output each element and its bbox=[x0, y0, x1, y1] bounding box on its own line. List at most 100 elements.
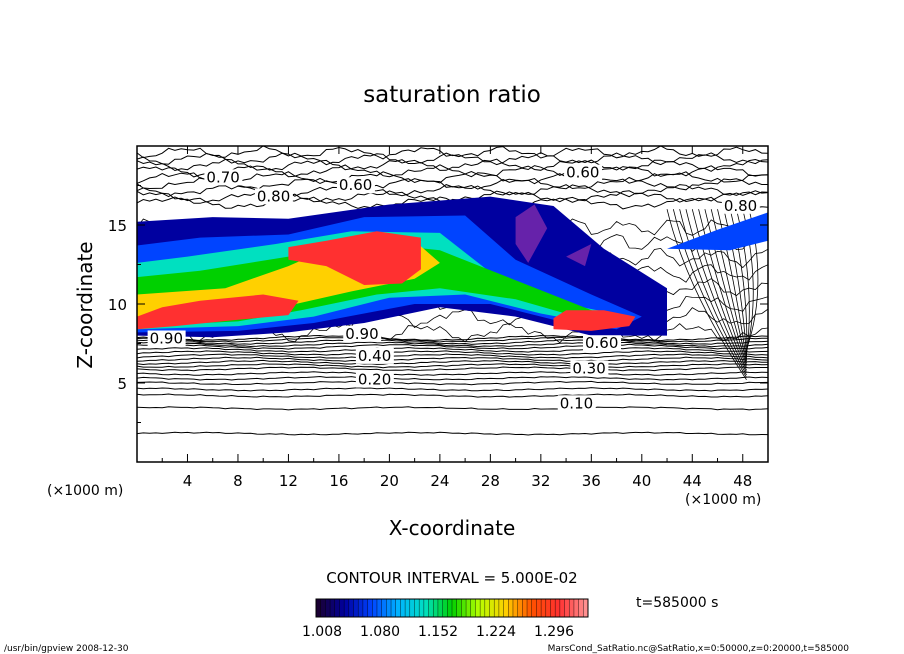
colorbar-cell bbox=[367, 599, 373, 617]
contour-line bbox=[685, 209, 747, 373]
contour-label: 0.30 bbox=[572, 360, 605, 378]
contour-label: 0.10 bbox=[560, 394, 593, 412]
colorbar-cell bbox=[536, 599, 542, 617]
x-axis-ticks: 4 8 12 16 20 24 28 32 36 40 44 48 bbox=[161, 146, 752, 490]
contour-line bbox=[137, 343, 768, 350]
y-tick-label: 10 bbox=[108, 296, 127, 314]
contour-line bbox=[137, 152, 768, 166]
contour-line bbox=[710, 209, 747, 364]
contour-line bbox=[137, 350, 768, 356]
contour-line bbox=[137, 387, 768, 392]
colorbar-cell bbox=[452, 599, 458, 617]
contour-line bbox=[137, 366, 768, 372]
colorbar-cell bbox=[569, 599, 575, 617]
contour-labels: 0.70 0.60 0.80 0.60 0.80 0.90 0.90 0.40 0.20 0.60… bbox=[147, 164, 760, 412]
colorbar-cell bbox=[583, 599, 589, 617]
contour-line bbox=[137, 359, 768, 366]
colorbar-cell bbox=[325, 599, 331, 617]
colorbar-cell bbox=[381, 599, 387, 617]
colorbar-cell bbox=[498, 599, 505, 617]
contour-label: 0.80 bbox=[257, 187, 290, 205]
colorbar-cell bbox=[494, 599, 500, 617]
contour-line bbox=[704, 209, 747, 366]
colorbar-cell bbox=[423, 599, 430, 617]
colorbar-cell bbox=[442, 599, 448, 617]
colorbar-cell bbox=[550, 599, 556, 617]
region-red-upper bbox=[288, 231, 421, 285]
colorbar-cell bbox=[372, 599, 378, 617]
colorbar-cell bbox=[564, 599, 570, 617]
saturation-shading bbox=[137, 196, 768, 338]
colorbar-cell bbox=[447, 599, 453, 617]
colorbar-cell bbox=[330, 599, 336, 617]
contour-label: 0.90 bbox=[150, 330, 183, 348]
colorbar-cell bbox=[489, 599, 495, 617]
x-tick-label: 48 bbox=[733, 472, 752, 490]
contour-line bbox=[137, 176, 768, 191]
colorbar-cell bbox=[541, 599, 547, 617]
colorbar-cell bbox=[339, 599, 345, 617]
contour-label-bg bbox=[343, 325, 382, 342]
contour-line bbox=[679, 209, 747, 376]
colorbar bbox=[315, 599, 589, 617]
contour-line bbox=[137, 363, 768, 369]
colorbar-cell bbox=[419, 599, 425, 617]
contour-label: 0.60 bbox=[566, 164, 599, 182]
colorbar-cell bbox=[409, 599, 415, 617]
time-label: t=585000 s bbox=[636, 595, 718, 611]
contour-label: 0.60 bbox=[585, 334, 618, 352]
colorbar-cell bbox=[316, 599, 322, 617]
x-tick-label: 24 bbox=[430, 472, 449, 490]
y-axis-ticks: 5 10 15 bbox=[108, 185, 768, 423]
colorbar-cell bbox=[522, 599, 528, 617]
colorbar-cell bbox=[386, 599, 392, 617]
colorbar-cell bbox=[391, 599, 397, 617]
x-tick-label: 12 bbox=[279, 472, 298, 490]
y-tick-label: 5 bbox=[117, 375, 127, 393]
contour-line bbox=[137, 334, 768, 342]
x-tick-label: 8 bbox=[233, 472, 243, 490]
colorbar-cell bbox=[362, 599, 369, 617]
contour-line bbox=[137, 431, 768, 436]
y-axis-label: Z-coordinate bbox=[73, 241, 97, 368]
x-tick-label: 16 bbox=[329, 472, 348, 490]
colorbar-cell bbox=[358, 599, 364, 617]
contour-line bbox=[137, 406, 768, 411]
colorbar-cell bbox=[348, 599, 355, 617]
x-tick-label: 40 bbox=[632, 472, 651, 490]
contour-interval-label: CONTOUR INTERVAL = 5.000E-02 bbox=[326, 569, 577, 587]
colorbar-cell bbox=[545, 599, 551, 617]
region-red-right bbox=[553, 310, 636, 331]
colorbar-cell bbox=[428, 599, 434, 617]
contour-line bbox=[691, 209, 747, 371]
colorbar-cell bbox=[578, 599, 584, 617]
region-purple bbox=[515, 204, 548, 263]
region-purple bbox=[566, 244, 592, 267]
region-red-lower bbox=[137, 294, 299, 330]
colorbar-cell bbox=[320, 599, 326, 617]
colorbar-cell bbox=[503, 599, 509, 617]
contour-line bbox=[137, 341, 768, 348]
colorbar-tick-label: 1.008 bbox=[302, 624, 342, 640]
contour-line bbox=[137, 158, 768, 172]
contour-label-bg bbox=[564, 164, 603, 181]
colorbar-cell bbox=[527, 599, 533, 617]
colorbar-cell bbox=[414, 599, 420, 617]
colorbar-frame bbox=[315, 598, 589, 618]
x-tick-label: 28 bbox=[481, 472, 500, 490]
colorbar-cell bbox=[475, 599, 481, 617]
x-tick-label: 4 bbox=[183, 472, 193, 490]
contour-label-bg bbox=[583, 335, 622, 352]
plot-area: 0.70 0.60 0.80 0.60 0.80 0.90 0.90 0.40 0.20 0.60… bbox=[137, 146, 768, 462]
region-right-lobe bbox=[667, 212, 768, 251]
colorbar-cell bbox=[395, 599, 401, 617]
colorbar-tick-labels: 1.008 1.080 1.152 1.224 1.296 bbox=[302, 624, 574, 640]
colorbar-cell bbox=[376, 599, 383, 617]
colorbar-cell bbox=[334, 599, 340, 617]
colorbar-cell bbox=[344, 599, 350, 617]
contour-lines bbox=[137, 146, 768, 436]
colorbar-cell bbox=[480, 599, 486, 617]
colorbar-cell bbox=[512, 599, 519, 617]
contour-label-bg bbox=[336, 177, 375, 194]
contour-label-bg bbox=[204, 169, 243, 186]
